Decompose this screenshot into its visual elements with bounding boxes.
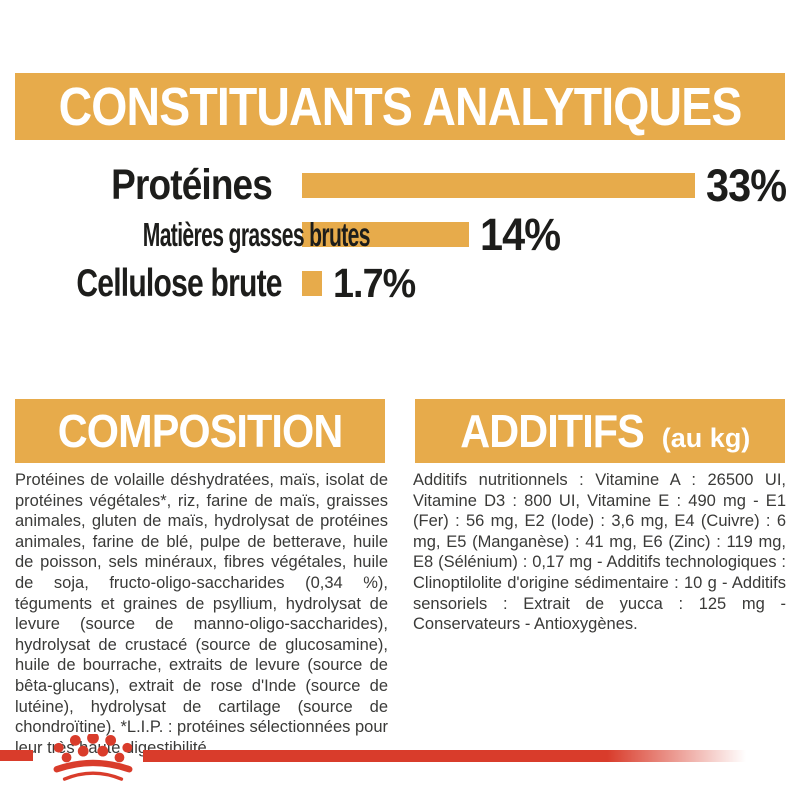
additives-title: ADDITIFS [459, 405, 645, 457]
chart-value-label: 33% [706, 160, 787, 211]
footer-rule-left [0, 750, 33, 761]
chart-category-label: Matières grasses brutes [142, 216, 371, 253]
chart-value-label: 1.7% [333, 260, 416, 306]
composition-header: COMPOSITION [15, 399, 385, 463]
additives-title-unit: (au kg) [661, 423, 751, 453]
royal-canin-crown-icon [53, 734, 133, 781]
chart-row: Matières grasses brutes 14% [15, 210, 800, 259]
additives-header: ADDITIFS (au kg) [415, 399, 785, 463]
footer-rule-right [143, 750, 746, 762]
chart-category-label: Cellulose brute [76, 262, 282, 305]
composition-title: COMPOSITION [57, 405, 343, 457]
analytical-constituents-header: CONSTITUANTS ANALYTIQUES [15, 73, 785, 140]
chart-bar [302, 173, 695, 198]
chart-row: Cellulose brute 1.7% [15, 259, 800, 308]
chart-bar [302, 271, 322, 296]
analytical-constituents-chart: Protéines 33% Matières grasses brutes 14% Ce… [15, 161, 800, 308]
chart-category-label: Protéines [111, 161, 273, 209]
additives-body: Additifs nutritionnels : Vitamine A : 26… [413, 471, 786, 634]
composition-body: Protéines de volaille déshydratées, maïs… [15, 471, 389, 757]
chart-value-label: 14% [480, 209, 561, 260]
analytical-constituents-title: CONSTITUANTS ANALYTIQUES [58, 76, 743, 137]
chart-bar [302, 222, 469, 247]
chart-row: Protéines 33% [15, 161, 800, 210]
